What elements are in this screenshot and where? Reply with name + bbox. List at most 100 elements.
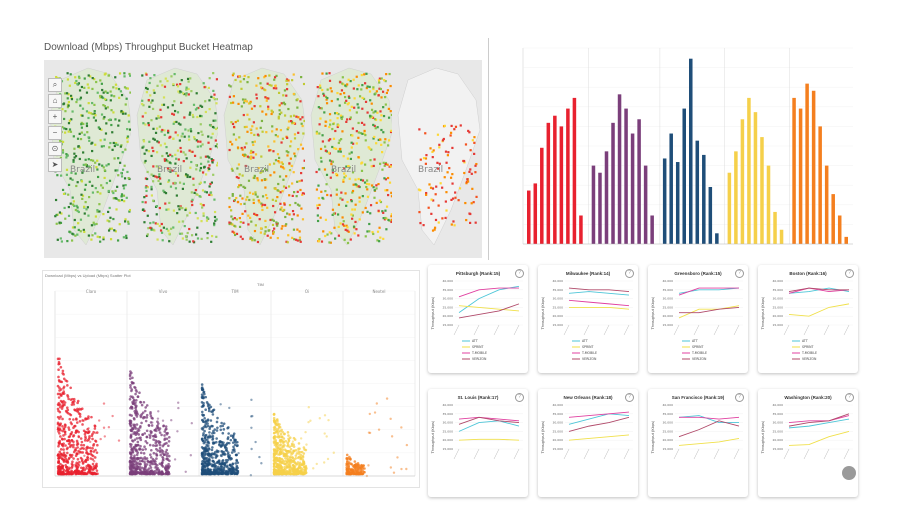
facet-label: Claro [86,289,97,294]
heatmap-cell [214,219,217,222]
heatmap-cell [372,186,375,189]
scatter-point [139,451,143,455]
heatmap-cell [335,111,339,115]
heatmap-cell [152,174,155,178]
heatmap-cell [88,139,91,142]
heatmap-cell [172,113,176,116]
scatter-point [128,397,132,401]
scatter-point [76,466,80,469]
heatmap-cell [336,213,340,216]
heatmap-cell [230,209,233,212]
heatmap-cell [99,94,102,98]
heatmap-cell [76,209,79,212]
heatmap-cell [280,102,283,105]
arrow-icon[interactable]: ➤ [48,158,62,172]
scatter-outlier [77,434,80,438]
brazil-map-shape [136,67,220,246]
scatter-outlier [220,461,223,464]
heatmap-cell [129,91,132,94]
heatmap-cell [377,209,380,212]
scatter-point [299,453,303,457]
heatmap-cell [242,78,246,81]
heatmap-cell [121,168,125,171]
pin-icon[interactable]: ⊙ [48,142,62,156]
help-icon[interactable]: ? [735,269,744,278]
scatter-point [135,398,138,402]
series-line [568,434,630,441]
heatmap-cell [204,155,208,158]
heatmap-cell [348,152,351,155]
heatmap-cell [120,171,123,175]
heatmap-cell [233,224,236,227]
help-icon[interactable]: ? [515,393,524,402]
floating-action-button[interactable] [842,466,856,480]
y-tick-label: 40,000 [553,403,564,407]
scatter-point [80,471,83,474]
heatmap-cell [114,230,117,233]
search-icon[interactable]: ⌕ [48,78,62,92]
heatmap-cell [446,154,449,157]
heatmap-cell [343,172,346,175]
heatmap-cell [201,133,204,136]
heatmap-cell [166,79,169,83]
heatmap-cell [114,118,117,121]
heatmap-cell [428,183,431,186]
help-icon[interactable]: ? [735,393,744,402]
scatter-point [283,462,286,466]
zoom-in-icon[interactable]: + [48,110,62,124]
heatmap-cell [197,131,200,135]
scatter-point [71,460,74,464]
heatmap-cell [316,204,319,207]
heatmap-cell [263,88,266,91]
heatmap-cell [199,104,202,107]
heatmap-cell [181,220,184,223]
heatmap-cell [181,132,184,135]
heatmap-cell [166,167,170,170]
scatter-point [297,455,301,459]
heatmap-cell [78,146,81,149]
heatmap-cell [96,235,99,238]
scatter-point [90,434,94,438]
heatmap-cell [127,120,131,123]
heatmap-cell [157,167,161,170]
help-icon[interactable]: ? [515,269,524,278]
help-icon[interactable]: ? [625,269,634,278]
heatmap-cell [197,106,200,110]
heatmap-cell [76,181,79,184]
help-icon[interactable]: ? [845,269,854,278]
heatmap-cell [280,111,283,114]
heatmap-cell [346,200,349,204]
scatter-point [151,444,155,447]
scatter-point [208,425,212,429]
scatter-point [272,464,276,468]
scatter-outlier [234,439,237,443]
heatmap-cell [369,204,373,207]
scatter-point [279,440,283,444]
scatter-point [215,437,218,440]
help-icon[interactable]: ? [625,393,634,402]
heatmap-cell [104,107,107,110]
scatter-outlier [250,398,253,402]
help-icon[interactable]: ? [845,393,854,402]
heatmap-cell [277,91,281,94]
heatmap-cell [365,72,368,75]
heatmap-cell [88,195,91,199]
scatter-point [130,439,134,442]
heatmap-cell [172,122,175,125]
zoom-out-icon[interactable]: − [48,126,62,140]
heatmap-cell [176,85,180,88]
scatter-point [159,453,162,457]
heatmap-cell [208,108,211,111]
heatmap-cell [268,149,271,152]
heatmap-cell [379,119,382,122]
heatmap-cell [147,98,150,102]
scatter-point [221,442,224,446]
heatmap-cell [335,188,338,191]
home-icon[interactable]: ⌂ [48,94,62,108]
heatmap-cell [163,85,167,88]
heatmap-cell [212,96,215,99]
heatmap-cell [205,216,209,219]
heatmap-cell [111,131,114,134]
heatmap-cell [188,113,191,116]
heatmap-cell [374,92,377,95]
